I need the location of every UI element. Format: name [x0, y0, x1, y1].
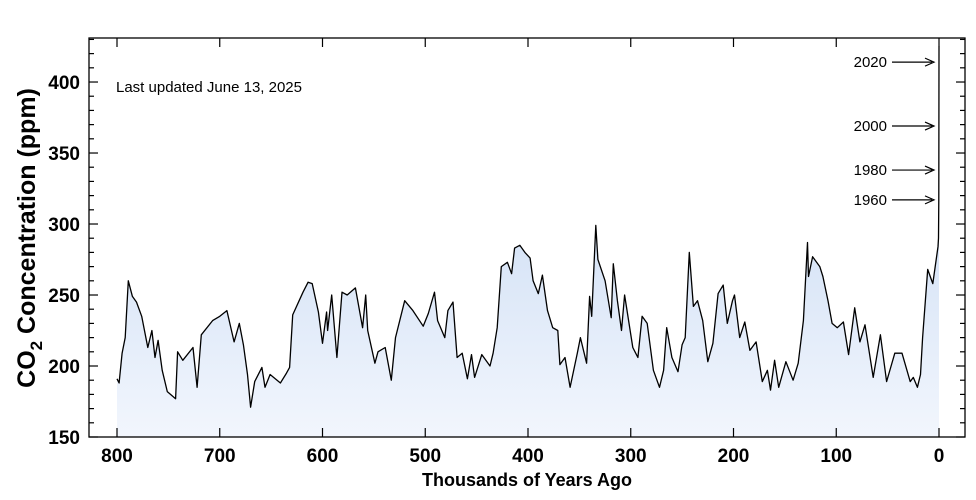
series-area-fill [117, 46, 939, 437]
x-tick-label: 400 [512, 446, 544, 467]
y-axis-title-sub: 2 [27, 341, 46, 350]
year-marker-label: 1980 [854, 162, 887, 179]
series-line [116, 46, 940, 408]
y-tick-label: 350 [48, 144, 80, 165]
x-axis-title: Thousands of Years Ago [422, 470, 632, 490]
year-marker-label: 2020 [854, 54, 887, 71]
arrow-head-icon [924, 195, 936, 205]
x-tick-label: 700 [204, 446, 236, 467]
year-marker-label: 1960 [854, 192, 887, 209]
x-tick-label: 200 [718, 446, 750, 467]
arrow-head-icon [924, 57, 936, 67]
y-tick-label: 250 [48, 286, 80, 307]
y-axis-title-main: CO [13, 350, 41, 388]
arrow-head-icon [924, 165, 936, 175]
y-axis-title: CO2 Concentration (ppm) [13, 88, 46, 388]
x-tick-label: 300 [615, 446, 647, 467]
arrow-head-icon [924, 121, 936, 131]
plot-frame [88, 37, 966, 438]
y-tick-label: 300 [48, 215, 80, 236]
year-marker-label: 2000 [854, 118, 887, 135]
y-axis-title-rest: Concentration (ppm) [13, 88, 41, 341]
y-tick-label: 200 [48, 357, 80, 378]
x-tick-label: 100 [820, 446, 852, 467]
last-updated-note: Last updated June 13, 2025 [116, 79, 302, 96]
x-tick-label: 500 [409, 446, 441, 467]
y-tick-label: 400 [48, 73, 80, 94]
y-tick-label: 150 [48, 428, 80, 449]
x-tick-label: 600 [307, 446, 339, 467]
x-tick-label: 0 [934, 446, 945, 467]
x-tick-label: 800 [101, 446, 133, 467]
